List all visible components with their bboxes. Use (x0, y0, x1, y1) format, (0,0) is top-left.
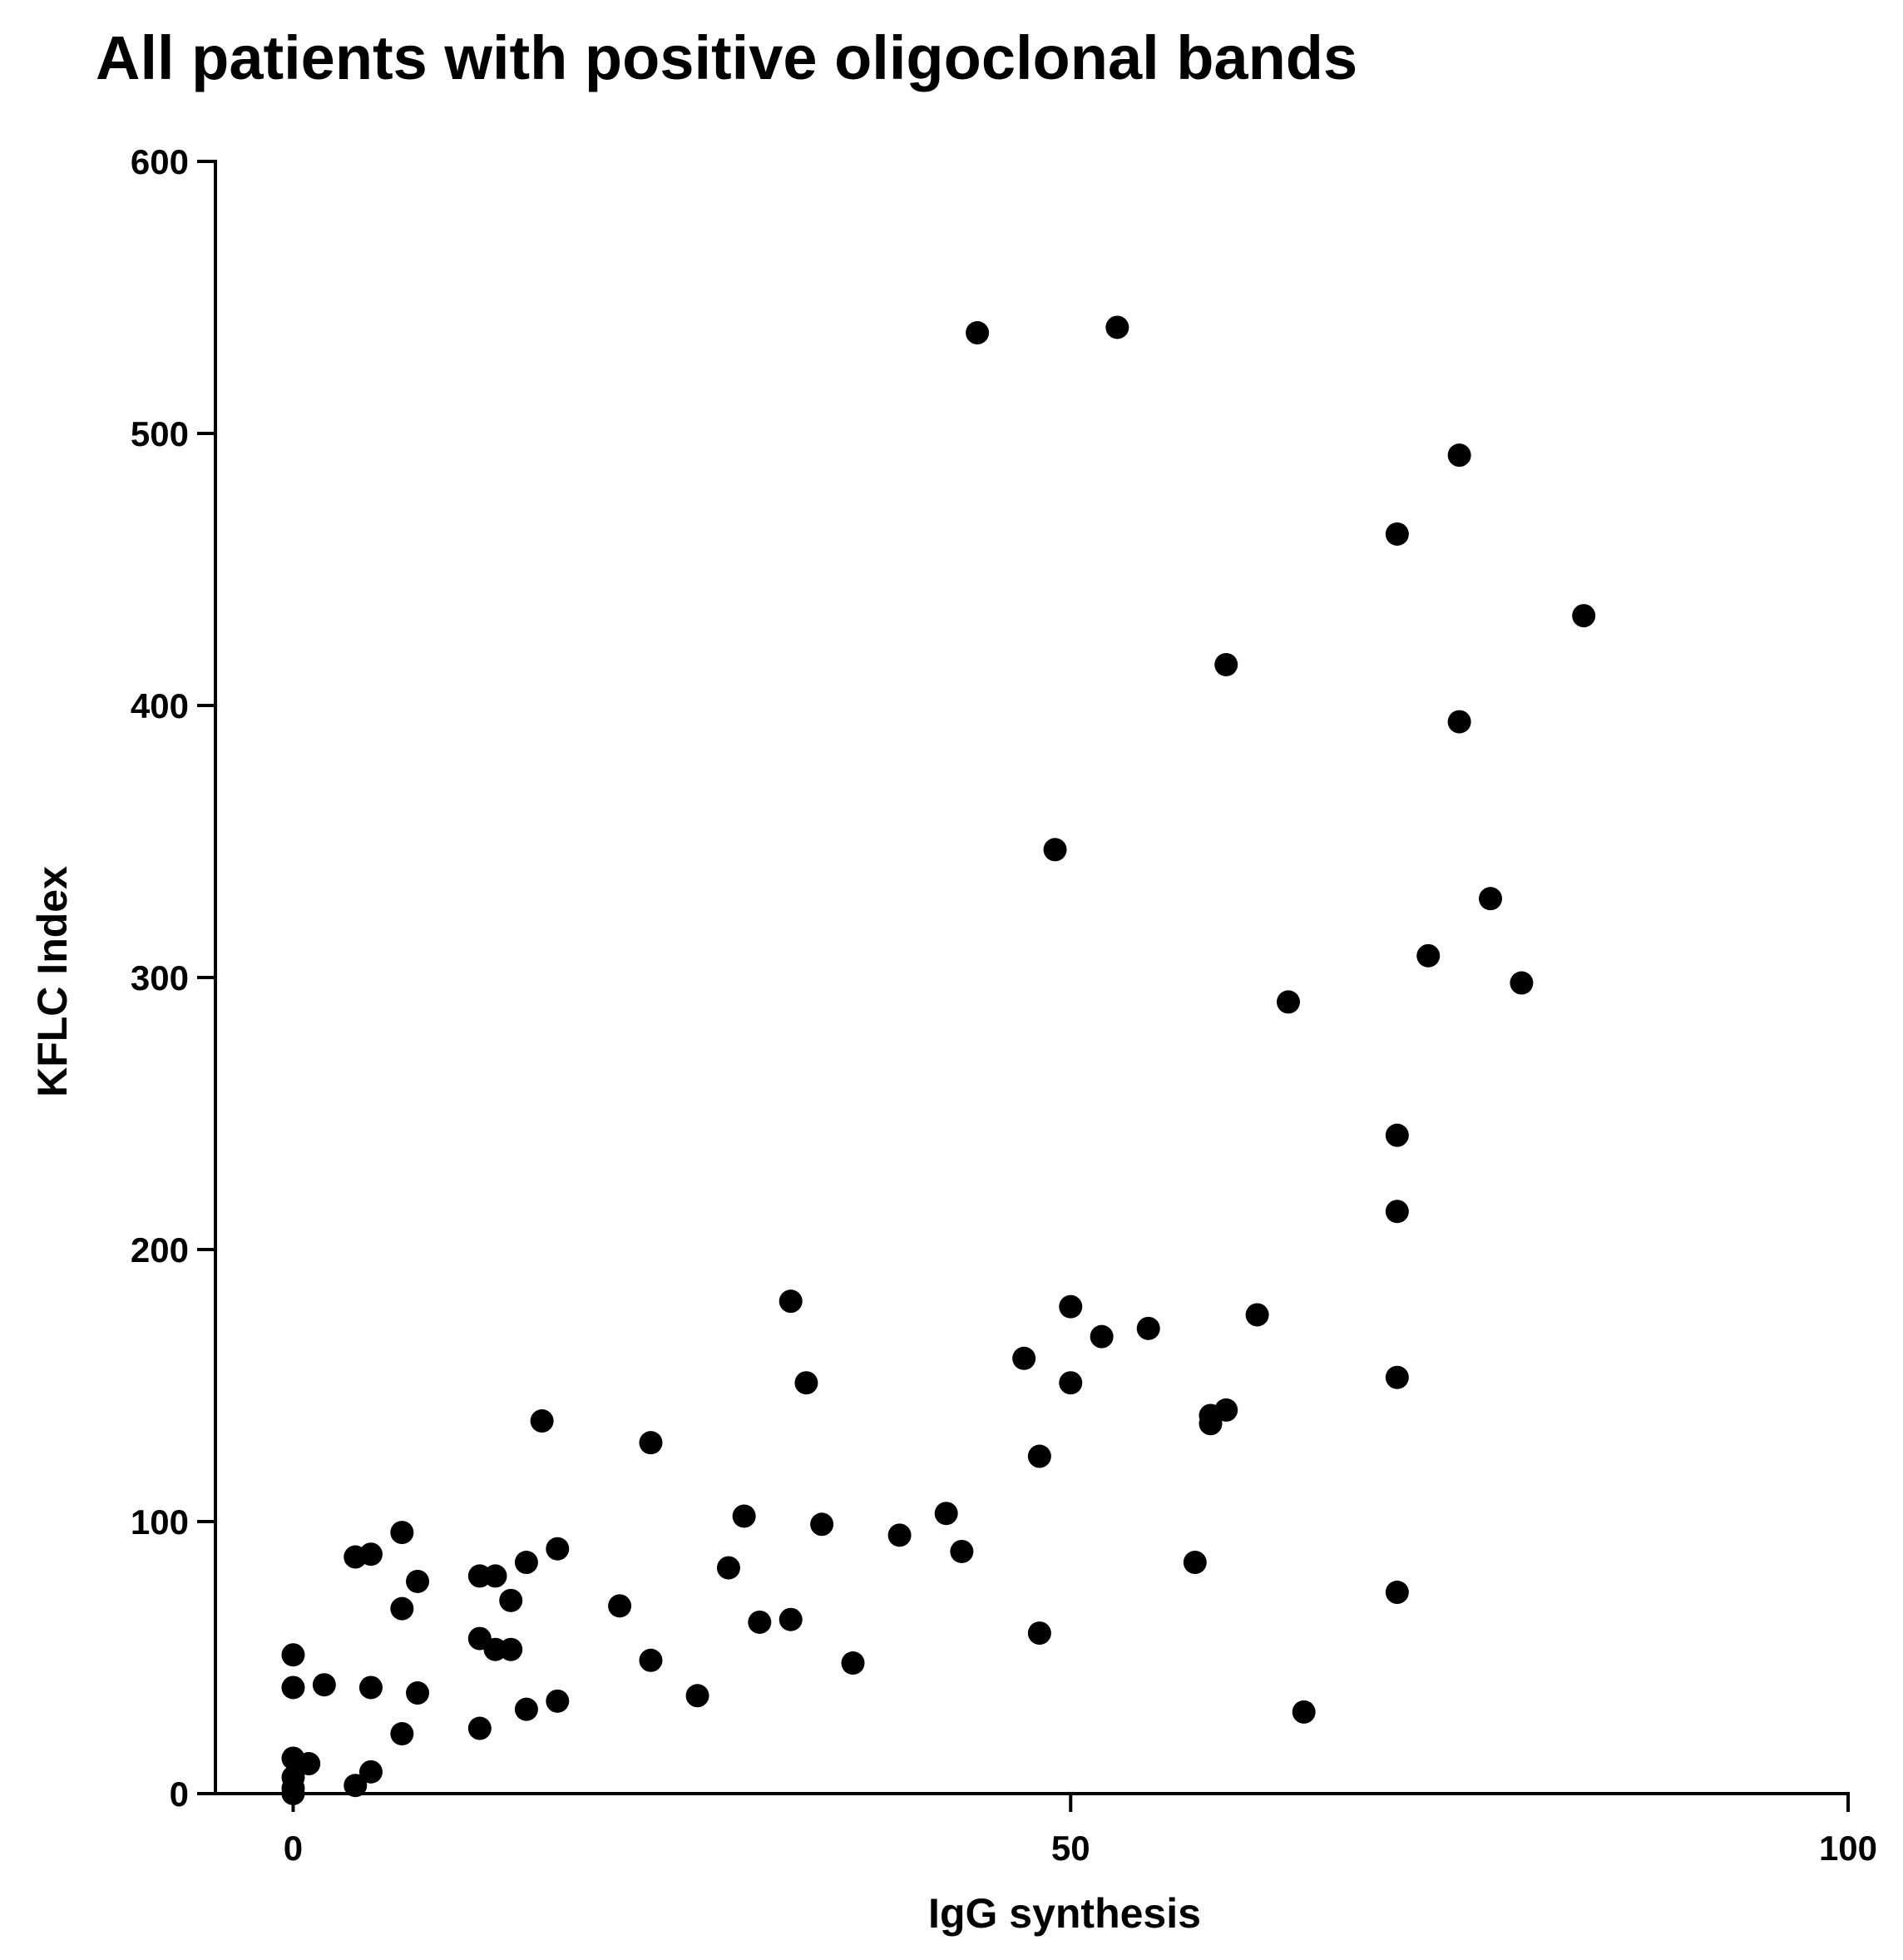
data-point (1385, 1123, 1409, 1147)
data-point (685, 1684, 709, 1708)
data-point (748, 1610, 772, 1634)
data-point (1043, 838, 1067, 862)
data-point (1510, 971, 1534, 995)
data-point (1136, 1316, 1160, 1340)
data-point (1183, 1551, 1207, 1575)
y-tick-label: 300 (131, 958, 189, 997)
data-point (778, 1607, 803, 1631)
data-point (1292, 1700, 1316, 1724)
data-point (281, 1675, 305, 1700)
data-point (406, 1569, 430, 1593)
x-tick-label: 50 (1051, 1829, 1090, 1868)
y-axis-title: KFLC Index (29, 866, 76, 1097)
data-point (1447, 710, 1471, 734)
x-tick-label: 0 (284, 1829, 303, 1868)
data-point (810, 1512, 834, 1537)
data-point (1214, 652, 1238, 676)
data-point (1385, 1200, 1409, 1224)
data-point (514, 1551, 538, 1575)
data-point (1012, 1346, 1036, 1370)
data-point (732, 1504, 756, 1528)
data-point (406, 1681, 430, 1705)
data-point (281, 1643, 305, 1667)
data-point (1105, 315, 1129, 339)
data-point (1059, 1371, 1083, 1395)
data-point (483, 1564, 507, 1588)
data-point (1027, 1444, 1051, 1468)
data-point (1027, 1621, 1051, 1646)
data-point (639, 1431, 663, 1455)
data-point (1385, 1581, 1409, 1605)
data-point (934, 1502, 958, 1526)
data-point (390, 1521, 414, 1545)
data-point (344, 1774, 368, 1798)
data-point (1090, 1324, 1114, 1349)
y-tick-label: 400 (131, 686, 189, 725)
data-point (499, 1637, 523, 1661)
data-point (1416, 943, 1441, 968)
data-point (841, 1651, 865, 1675)
data-point (467, 1716, 492, 1740)
y-tick-label: 100 (131, 1502, 189, 1542)
data-point (887, 1523, 912, 1547)
data-point (297, 1752, 321, 1776)
data-point (608, 1594, 632, 1618)
data-point (358, 1675, 383, 1700)
data-point (1214, 1398, 1238, 1422)
data-point (1059, 1294, 1083, 1319)
data-point (794, 1371, 818, 1395)
data-point (358, 1760, 383, 1784)
data-point (950, 1539, 974, 1563)
y-tick-label: 500 (131, 414, 189, 453)
x-axis-title: IgG synthesis (928, 1890, 1201, 1937)
data-point (1276, 990, 1300, 1014)
data-point (1447, 443, 1471, 468)
data-point (1385, 522, 1409, 546)
data-point (390, 1596, 414, 1621)
data-point (546, 1689, 570, 1713)
data-point (1479, 887, 1503, 911)
data-points (281, 315, 1596, 1805)
data-point (546, 1537, 570, 1561)
y-tick-label: 600 (131, 142, 189, 181)
data-point (281, 1765, 305, 1789)
data-point (1385, 1365, 1409, 1389)
data-point (530, 1409, 554, 1433)
data-point (716, 1556, 740, 1580)
data-point (1245, 1303, 1269, 1327)
y-tick-label: 0 (170, 1774, 189, 1814)
data-point (966, 321, 990, 345)
data-point (639, 1648, 663, 1672)
y-tick-label: 200 (131, 1230, 189, 1270)
data-point (514, 1697, 538, 1721)
chart-title: All patients with positive oligoclonal b… (96, 23, 1357, 92)
data-point (358, 1542, 383, 1567)
x-tick-label: 100 (1819, 1829, 1877, 1868)
data-point (390, 1722, 414, 1746)
data-point (778, 1289, 803, 1314)
data-point (1572, 604, 1596, 628)
axes: 0 100 200 300 400 500 600 0 50 100 (131, 142, 1877, 1868)
data-point (499, 1588, 523, 1612)
data-point (312, 1673, 336, 1697)
